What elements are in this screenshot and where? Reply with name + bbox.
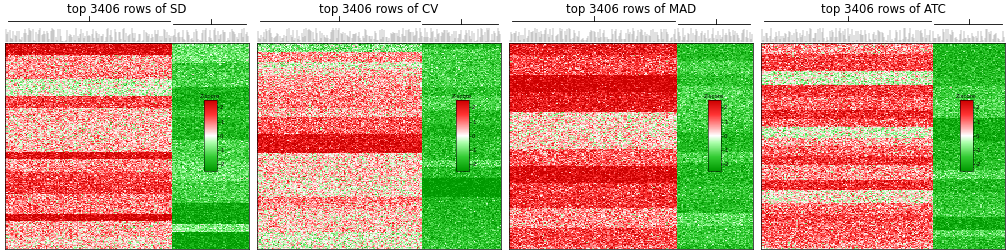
Title: top 3406 rows of CV: top 3406 rows of CV [320,3,438,16]
Title: Z-score: Z-score [704,94,725,99]
Title: Z-score: Z-score [200,94,221,99]
Title: top 3406 rows of SD: top 3406 rows of SD [68,3,186,16]
Title: Z-score: Z-score [956,94,977,99]
Title: Z-score: Z-score [452,94,473,99]
Title: top 3406 rows of ATC: top 3406 rows of ATC [821,3,946,16]
Title: top 3406 rows of MAD: top 3406 rows of MAD [565,3,697,16]
